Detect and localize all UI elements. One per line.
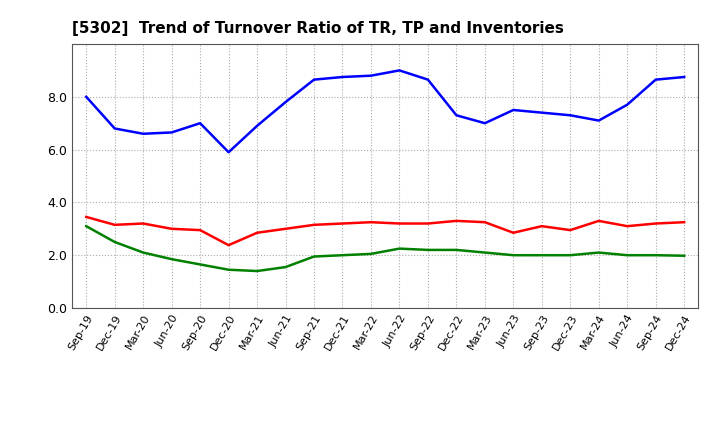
Trade Receivables (110, 222, 119, 227)
Inventories (423, 247, 432, 253)
Inventories (110, 239, 119, 245)
Trade Receivables (423, 221, 432, 226)
Trade Payables (196, 121, 204, 126)
Inventories (167, 257, 176, 262)
Trade Payables (139, 131, 148, 136)
Inventories (680, 253, 688, 258)
Trade Payables (452, 113, 461, 118)
Trade Receivables (595, 218, 603, 224)
Inventories (452, 247, 461, 253)
Text: [5302]  Trend of Turnover Ratio of TR, TP and Inventories: [5302] Trend of Turnover Ratio of TR, TP… (72, 21, 564, 36)
Trade Payables (395, 68, 404, 73)
Trade Payables (680, 74, 688, 80)
Trade Receivables (566, 227, 575, 233)
Trade Payables (623, 102, 631, 107)
Trade Receivables (282, 226, 290, 231)
Trade Receivables (310, 222, 318, 227)
Trade Receivables (338, 221, 347, 226)
Trade Receivables (652, 221, 660, 226)
Inventories (595, 250, 603, 255)
Trade Receivables (366, 220, 375, 225)
Inventories (338, 253, 347, 258)
Trade Receivables (139, 221, 148, 226)
Inventories (537, 253, 546, 258)
Trade Receivables (167, 226, 176, 231)
Trade Payables (310, 77, 318, 82)
Trade Receivables (509, 230, 518, 235)
Inventories (509, 253, 518, 258)
Inventories (282, 264, 290, 270)
Inventories (253, 268, 261, 274)
Inventories (366, 251, 375, 257)
Line: Inventories: Inventories (86, 226, 684, 271)
Trade Payables (509, 107, 518, 113)
Inventories (310, 254, 318, 259)
Trade Payables (282, 99, 290, 105)
Inventories (225, 267, 233, 272)
Trade Payables (82, 94, 91, 99)
Inventories (139, 250, 148, 255)
Line: Trade Payables: Trade Payables (86, 70, 684, 152)
Trade Payables (566, 113, 575, 118)
Trade Receivables (196, 227, 204, 233)
Trade Payables (366, 73, 375, 78)
Trade Payables (480, 121, 489, 126)
Trade Receivables (480, 220, 489, 225)
Trade Receivables (253, 230, 261, 235)
Line: Trade Receivables: Trade Receivables (86, 217, 684, 245)
Trade Payables (595, 118, 603, 123)
Inventories (196, 262, 204, 267)
Trade Receivables (452, 218, 461, 224)
Trade Payables (652, 77, 660, 82)
Trade Payables (423, 77, 432, 82)
Trade Payables (253, 123, 261, 128)
Trade Payables (338, 74, 347, 80)
Inventories (652, 253, 660, 258)
Trade Payables (537, 110, 546, 115)
Trade Receivables (623, 224, 631, 229)
Trade Payables (225, 150, 233, 155)
Trade Receivables (537, 224, 546, 229)
Inventories (623, 253, 631, 258)
Trade Payables (110, 126, 119, 131)
Trade Receivables (395, 221, 404, 226)
Inventories (480, 250, 489, 255)
Inventories (566, 253, 575, 258)
Trade Payables (167, 130, 176, 135)
Trade Receivables (680, 220, 688, 225)
Trade Receivables (82, 214, 91, 220)
Trade Receivables (225, 242, 233, 248)
Inventories (82, 224, 91, 229)
Inventories (395, 246, 404, 251)
